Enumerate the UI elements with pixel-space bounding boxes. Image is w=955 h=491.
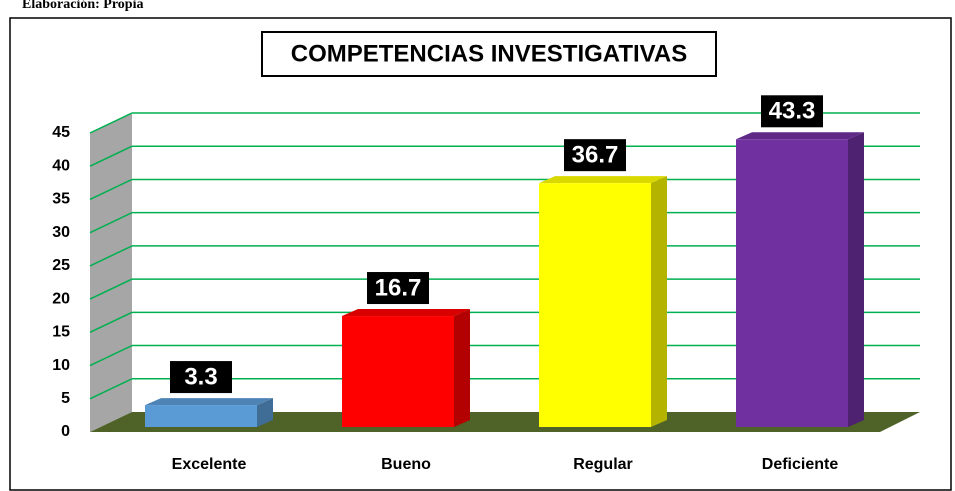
chart-title: COMPETENCIAS INVESTIGATIVAS (291, 40, 687, 67)
bar-side (257, 398, 273, 427)
data-label: 16.7 (375, 274, 422, 301)
bar (145, 405, 257, 427)
x-tick-label: Bueno (381, 456, 431, 473)
y-tick-label: 25 (52, 257, 70, 274)
data-label-box (564, 139, 626, 172)
bar (539, 183, 651, 427)
grid-line (89, 145, 133, 167)
y-tick-label: 10 (52, 357, 70, 374)
y-tick-label: 20 (52, 290, 70, 307)
y-tick-label: 5 (61, 390, 70, 407)
title-box (261, 31, 717, 77)
x-tick-label: Deficiente (762, 456, 839, 473)
grid-line (89, 344, 133, 367)
data-label-box (170, 361, 232, 394)
data-label: 3.3 (184, 363, 217, 390)
grid-line (89, 211, 133, 234)
x-tick-label: Regular (573, 456, 633, 473)
bar-side (454, 309, 470, 427)
grid-line (89, 178, 133, 201)
bar-side (848, 132, 864, 427)
data-label: 36.7 (572, 141, 619, 168)
y-tick-label: 45 (52, 124, 70, 141)
bar (736, 139, 848, 427)
bar-top (342, 309, 470, 317)
side-wall (90, 113, 132, 432)
y-tick-label: 35 (52, 191, 70, 208)
grid-line (89, 311, 133, 334)
bar-top (736, 132, 864, 140)
floor (90, 412, 920, 432)
bar-top (145, 398, 273, 406)
y-tick-label: 30 (52, 224, 70, 241)
data-label-box (761, 95, 823, 128)
bar-side (651, 176, 667, 427)
note: Elaboración: Propia (22, 0, 143, 12)
y-tick-label: 15 (52, 324, 70, 341)
grid-line (89, 278, 133, 300)
y-tick-label: 0 (61, 423, 70, 440)
y-tick-label: 40 (52, 157, 70, 174)
data-label-box (367, 272, 429, 305)
grid-line (89, 245, 133, 267)
grid-line (89, 112, 133, 134)
data-label: 43.3 (769, 98, 816, 125)
bar-top (539, 176, 667, 184)
plot-area: 0 5 10 15 20 25 30 35 40 45 3.3 Excelente 16.7 Bueno 3… (52, 95, 920, 473)
x-tick-label: Excelente (172, 456, 247, 473)
bar (342, 316, 454, 427)
grid-line (89, 378, 133, 400)
